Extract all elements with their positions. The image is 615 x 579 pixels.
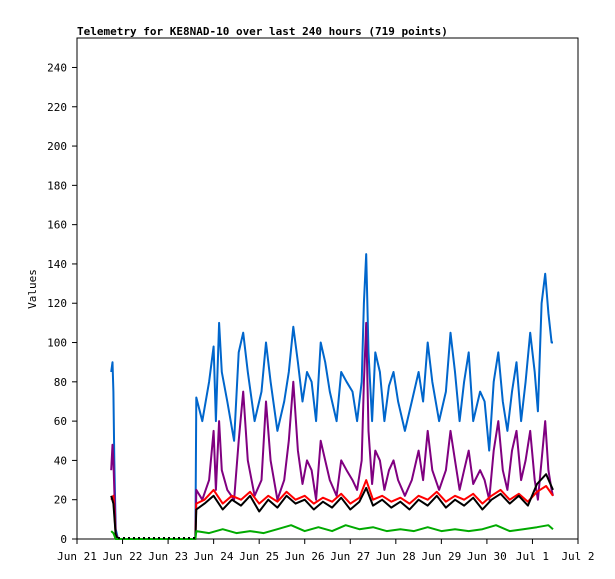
x-tick-label: Jul 2: [561, 550, 594, 563]
x-tick-label: Jun 29: [421, 550, 461, 563]
series-line-3: [110, 473, 554, 540]
x-tick-label: Jun 22: [103, 550, 143, 563]
x-axis: Jun 21 Jun 22 Jun 23 Jun 24 Jun 25 Jun 26 Jun …: [57, 539, 595, 563]
y-tick-label: 0: [60, 533, 67, 546]
x-tick-label: Jun 24: [194, 550, 234, 563]
x-tick-label: Jun 30: [467, 550, 507, 563]
y-tick-label: 20: [54, 494, 67, 507]
y-tick-label: 100: [47, 337, 67, 350]
x-tick-label: Jul 1: [516, 550, 549, 563]
series-line-4: [110, 524, 554, 540]
series-line-0: [110, 253, 553, 540]
plot-area: [76, 37, 579, 540]
y-axis-label: Values: [26, 269, 39, 309]
y-axis: 0 20 40 60 80 100 120 140 160 180 200 220 240: [47, 61, 77, 546]
series-layer: [110, 253, 554, 540]
x-tick-label: Jun 27: [330, 550, 370, 563]
chart-title: Telemetry for KE8NAD-10 over last 240 ho…: [77, 25, 448, 38]
y-tick-label: 240: [47, 61, 67, 74]
y-tick-label: 200: [47, 140, 67, 153]
y-tick-label: 40: [54, 454, 67, 467]
y-tick-label: 140: [47, 258, 67, 271]
x-tick-label: Jun 26: [285, 550, 325, 563]
y-tick-label: 180: [47, 179, 67, 192]
series-line-2: [110, 479, 554, 540]
x-tick-label: Jun 28: [376, 550, 416, 563]
x-tick-label: Jun 25: [239, 550, 279, 563]
x-tick-label: Jun 21: [57, 550, 97, 563]
y-tick-label: 160: [47, 219, 67, 232]
y-tick-label: 60: [54, 415, 67, 428]
y-tick-label: 120: [47, 297, 67, 310]
series-line-1: [110, 321, 554, 540]
y-tick-label: 220: [47, 101, 67, 114]
x-tick-label: Jun 23: [148, 550, 188, 563]
y-tick-label: 80: [54, 376, 67, 389]
